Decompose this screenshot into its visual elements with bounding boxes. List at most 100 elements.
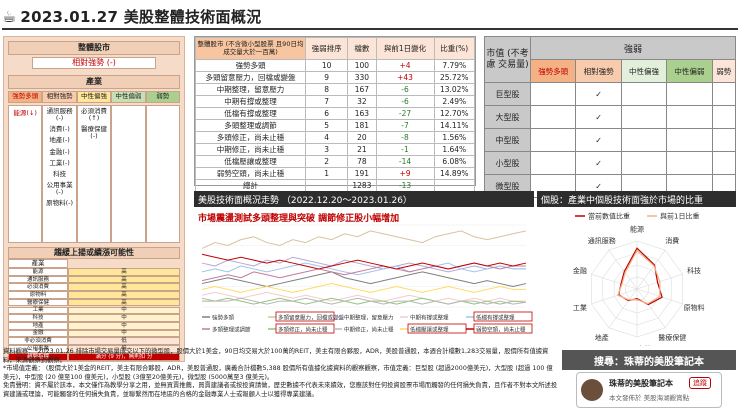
industry-item: 消費(-) xyxy=(49,125,70,134)
stats-cell: 4 xyxy=(304,131,349,144)
bottom-row-industry: 能源 xyxy=(8,268,68,276)
avatar xyxy=(581,379,603,401)
matrix-cell xyxy=(529,151,577,175)
radar-spoke xyxy=(608,249,638,290)
series-line-1 xyxy=(201,230,527,249)
legend-label: 中期整理，留意壓力 xyxy=(344,314,394,322)
matrix-cell xyxy=(666,151,713,175)
industry-item: 醫療保健(-) xyxy=(80,125,107,141)
stats-cell: 8 xyxy=(304,83,349,96)
stats-cell: 12.70% xyxy=(433,107,475,120)
stats-col-header: 與前1日變化 xyxy=(375,37,435,60)
matrix-cell xyxy=(620,82,668,106)
matrix-col-header: 相對強勢 xyxy=(575,59,622,83)
trend-line-chart-panel: 美股技術面概況走勢 （2022.12.20～2023.01.26） 市場震盪測試… xyxy=(194,191,534,346)
overall-market-title: 整體股市 xyxy=(8,41,180,55)
industry-item: 科技 xyxy=(53,169,67,178)
matrix-corner: 市值 (不考慮 交易量) xyxy=(484,36,531,83)
matrix-cell xyxy=(620,151,668,175)
industry-level-3: 中性偏弱 xyxy=(111,91,146,103)
author-name: 珠蒂的美股筆記本 xyxy=(609,379,673,388)
stats-col-header: 比重(%) xyxy=(433,37,475,60)
stats-cell: 21 xyxy=(347,143,377,156)
trend-chart-title: 美股技術面概況走勢 （2022.12.20～2023.01.26） xyxy=(194,191,534,207)
stats-cell: 中期有撐或整理 xyxy=(195,95,306,108)
radar-spoke xyxy=(591,288,638,305)
matrix-cell xyxy=(711,105,737,129)
check-icon: ✓ xyxy=(575,105,622,129)
stats-total-row: 總計 1283 -13 xyxy=(195,179,475,192)
industry-item: 工業(-) xyxy=(49,158,70,167)
disclaimer-notes: 資料觀察：*2023.01.26 排除市場交易量成交以下的微型股，股價大於1美金… xyxy=(3,348,559,414)
radar-category-label: 公用事業 xyxy=(623,345,651,347)
matrix-col-header: 弱勢 xyxy=(711,59,737,83)
stats-col-header: 整體股市 (不含微小型股票 且90日均成交量大於一百萬) xyxy=(195,37,306,60)
bottom-row-value: 高 xyxy=(68,283,180,292)
stats-row: 低檔有撐或整理 6 163 -27 12.70% xyxy=(195,107,475,120)
page-title: 2023.01.27 美股整體技術面概況 xyxy=(20,7,262,26)
matrix-cell xyxy=(666,105,713,129)
bottom-row-industry: 通訊服務 xyxy=(8,275,68,284)
matrix-cell xyxy=(666,82,713,106)
radar-spoke xyxy=(636,288,666,329)
stats-row: 多頭修正，尚未止穩 4 20 -8 1.56% xyxy=(195,131,475,144)
stats-cell: 低檔有撐或整理 xyxy=(195,107,306,120)
stats-cell: 32 xyxy=(347,95,377,108)
bottom-row-industry: 必須消費 xyxy=(8,283,68,292)
matrix-cell xyxy=(711,151,737,175)
stats-cell: -27 xyxy=(375,107,435,120)
matrix-row-label: 巨型股 xyxy=(484,82,531,106)
industry-weak-list xyxy=(145,105,180,243)
bottom-row-value: 中 xyxy=(68,314,180,322)
bottom-row-value: 高 xyxy=(68,298,180,307)
matrix-cell xyxy=(620,128,668,152)
radar-category-label: 醫療保健 xyxy=(658,333,686,342)
search-banner[interactable]: 搜尋：珠蒂的美股筆記本 xyxy=(562,350,736,370)
radar-category-label: 消費 xyxy=(665,236,679,245)
stats-cell: 多頭修正，尚未止穩 xyxy=(195,131,306,144)
series-line-8 xyxy=(201,283,526,293)
matrix-cell xyxy=(529,128,577,152)
bottom-footer-label: 趨勢指標 xyxy=(8,353,68,361)
notes-line-3: 免責聲明：資不屬於該本，本文僅作為教學分享之用，並無買賣推薦，買賣建議者或按投資… xyxy=(3,382,558,398)
header-divider xyxy=(2,28,738,30)
market-cap-strength-matrix: 市值 (不考慮 交易量) 強弱 強勢多頭 相對強勢 中性偏強 中性偏弱 弱勢 巨型股 ✓ 大… xyxy=(484,36,737,198)
industry-relative-strong-list: 通訊服務(-) 消費(-) 地產(-) 金融(-) 工業(-) 科技 公用事業(-) 原物料(… xyxy=(42,105,77,243)
matrix-row: 巨型股 ✓ xyxy=(484,82,737,106)
stats-row: 中期修正，尚未止穩 3 21 -1 1.64% xyxy=(195,143,475,156)
legend-highlight-box xyxy=(473,323,533,334)
industry-item: 必須消費(↑) xyxy=(80,107,107,123)
legend-label: 弱勢空頭，尚未止穩 xyxy=(476,326,526,334)
follow-button[interactable]: 追蹤 xyxy=(689,377,711,389)
industry-item: 原物料(-) xyxy=(46,199,74,208)
stats-cell: 191 xyxy=(347,167,377,180)
radar-chart-title: 個股：產業中個股技術面強於市場的比重 xyxy=(537,191,736,207)
stats-cell: 14.89% xyxy=(433,167,475,180)
legend-label: 強勢多頭 xyxy=(212,314,235,322)
bottom-row-industry: 公用事業 xyxy=(8,345,68,353)
matrix-cell xyxy=(711,128,737,152)
industry-neutral-weak-list xyxy=(111,105,146,243)
radar-legend-label: 當前數值比重 xyxy=(588,212,630,221)
stats-cell: 3 xyxy=(304,143,349,156)
bottom-row-industry: 地產 xyxy=(8,321,68,330)
bottom-row-value: 高 xyxy=(68,291,180,299)
stats-cell: 總計 xyxy=(195,179,306,192)
stats-cell: 6 xyxy=(304,107,349,120)
page-header: ☕ 2023.01.27 美股整體技術面概況 xyxy=(2,2,738,30)
stats-cell: 多頭整理或調節 xyxy=(195,119,306,132)
stats-cell: -13 xyxy=(375,179,435,192)
bottom-row-value: 低 xyxy=(68,337,180,345)
matrix-col-header: 中性偏強 xyxy=(620,59,668,83)
series-line-2 xyxy=(201,256,526,273)
industry-item: 地產(-) xyxy=(49,136,70,145)
series-line-0 xyxy=(201,271,527,288)
stats-col-header: 檔數 xyxy=(347,37,377,60)
industry-level-4: 弱勢 xyxy=(145,91,180,103)
bottom-row-industry: 原物料 xyxy=(8,291,68,299)
stats-cell: 5 xyxy=(304,119,349,132)
industry-neutral-strong-list: 必須消費(↑) 醫療保健(-) xyxy=(76,105,112,243)
trend-line-chart: 強勢多頭 多頭留意壓力，回檔或變盤 中期整理，留意壓力 中期有撐或整理 低檔有撐或整理多… xyxy=(201,224,533,334)
stats-row: 強勢多頭 10 100 +4 7.79% xyxy=(195,59,475,72)
author-card[interactable]: 珠蒂的美股筆記本 追蹤 本文發佈於 美股海湖觀賞點 xyxy=(576,372,722,408)
